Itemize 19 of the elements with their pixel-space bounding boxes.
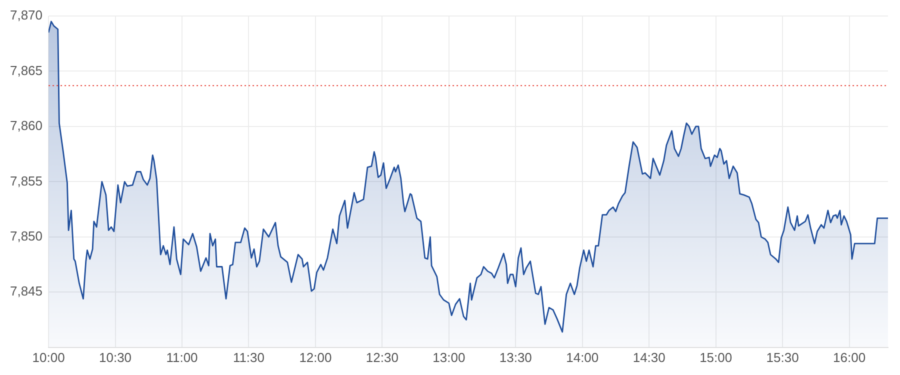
y-tick-label: 7,845 xyxy=(10,284,43,299)
y-tick-label: 7,865 xyxy=(10,62,43,78)
x-tick-label: 15:30 xyxy=(766,350,799,365)
x-tick-label: 13:00 xyxy=(432,350,466,365)
x-tick-label: 14:00 xyxy=(566,350,599,365)
y-tick-label: 7,855 xyxy=(10,173,43,188)
x-tick-label: 12:30 xyxy=(366,350,398,365)
x-tick-label: 16:00 xyxy=(833,350,866,365)
x-tick-label: 10:00 xyxy=(32,350,65,365)
x-tick-label: 15:00 xyxy=(700,350,732,365)
y-tick-label: 7,850 xyxy=(10,228,43,244)
y-tick-label: 7,860 xyxy=(10,118,43,134)
x-tick-label: 11:00 xyxy=(166,350,198,365)
y-tick-label: 7,870 xyxy=(10,8,43,23)
x-tick-label: 10:30 xyxy=(98,350,132,365)
x-tick-label: 13:30 xyxy=(499,350,532,365)
x-tick-label: 14:30 xyxy=(632,350,666,365)
x-tick-label: 11:30 xyxy=(232,350,265,365)
x-tick-label: 12:00 xyxy=(299,350,332,365)
